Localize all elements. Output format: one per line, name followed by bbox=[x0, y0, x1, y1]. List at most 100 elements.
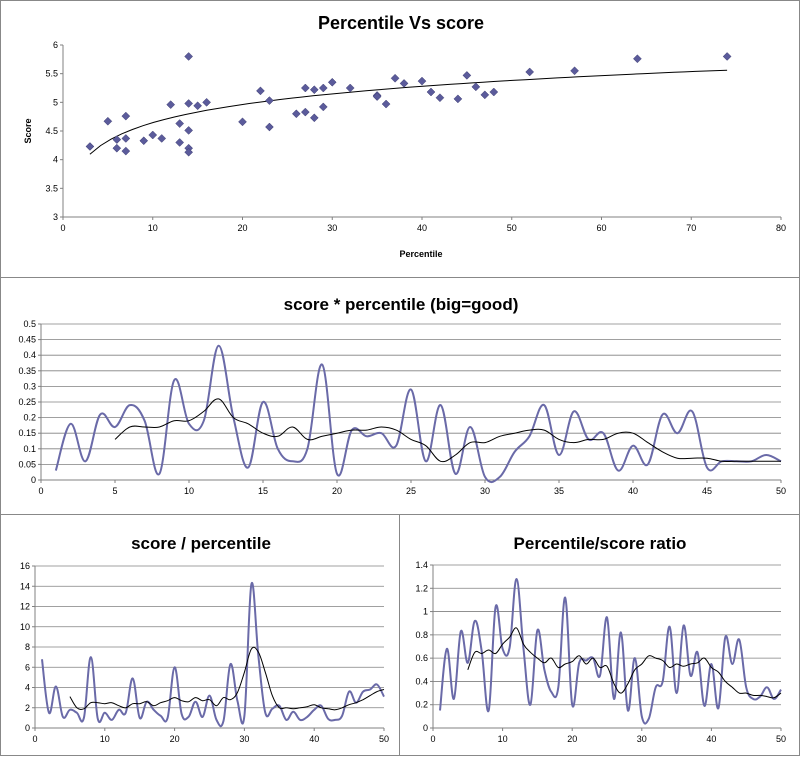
scatter-point bbox=[318, 83, 328, 93]
y-tick-label: 0.2 bbox=[23, 413, 36, 423]
x-tick-label: 25 bbox=[406, 486, 416, 496]
scatter-chart-svg: Percentile Vs score 33.544.555.560 10 20 30… bbox=[23, 13, 786, 259]
y-tick-label: 0.5 bbox=[23, 319, 36, 329]
scatter-point bbox=[399, 79, 409, 88]
scatter-point bbox=[453, 94, 463, 104]
x-tick-label: 50 bbox=[507, 223, 517, 233]
y-tick-label: 0 bbox=[31, 475, 36, 485]
y-tick-label: 4.5 bbox=[45, 126, 58, 136]
x-tick-label: 0 bbox=[32, 734, 37, 744]
scatter-point bbox=[480, 90, 490, 100]
x-tick-label: 50 bbox=[776, 734, 786, 744]
scatter-point bbox=[121, 146, 131, 156]
trendline bbox=[89, 69, 728, 155]
y-tick-label: 0.4 bbox=[23, 350, 36, 360]
scatter-point bbox=[570, 66, 579, 76]
scatter-point bbox=[193, 101, 202, 111]
y-tick-label: 0.25 bbox=[18, 397, 36, 407]
quotient-chart-svg: score / percentile 0 2 4 6 8 10 12 14 16 0 10 20 30 4… bbox=[20, 534, 389, 744]
y-tick-label: 1 bbox=[423, 607, 428, 617]
y-tick-label: 0.4 bbox=[415, 676, 428, 686]
y-tick-label: 2 bbox=[25, 703, 30, 713]
y-tick-label: 0.1 bbox=[23, 444, 36, 454]
x-tick-label: 0 bbox=[430, 734, 435, 744]
x-tick-label: 40 bbox=[706, 734, 716, 744]
moving-average-line bbox=[467, 627, 782, 699]
x-tick-label: 30 bbox=[327, 223, 337, 233]
x-tick-label: 10 bbox=[148, 223, 158, 233]
scatter-point bbox=[112, 143, 122, 153]
chart-title: score / percentile bbox=[131, 534, 271, 553]
y-tick-label: 3.5 bbox=[45, 183, 58, 193]
quotient-panel: score / percentile 0 2 4 6 8 10 12 14 16 0 10 20 30 4… bbox=[0, 514, 400, 756]
y-tick-label: 0 bbox=[423, 723, 428, 733]
x-tick-label: 5 bbox=[112, 486, 117, 496]
x-tick-label: 10 bbox=[100, 734, 110, 744]
scatter-point bbox=[372, 92, 382, 101]
moving-average-line bbox=[69, 646, 385, 711]
y-tick-label: 1.4 bbox=[415, 560, 428, 570]
y-tick-label: 0.6 bbox=[415, 653, 428, 663]
y-tick-label: 5 bbox=[53, 97, 58, 107]
scatter-point bbox=[256, 86, 265, 96]
scatter-point bbox=[489, 87, 499, 97]
x-tick-label: 10 bbox=[184, 486, 194, 496]
x-tick-label: 0 bbox=[60, 223, 65, 233]
scatter-point bbox=[112, 135, 122, 144]
scatter-point bbox=[139, 136, 149, 146]
x-tick-label: 30 bbox=[480, 486, 490, 496]
chart-title: score * percentile (big=good) bbox=[284, 295, 519, 314]
scatter-point bbox=[238, 117, 247, 127]
value-series-line bbox=[41, 581, 385, 728]
x-tick-label: 30 bbox=[637, 734, 647, 744]
x-tick-label: 30 bbox=[239, 734, 249, 744]
product-chart-svg: score * percentile (big=good) 0 0.05 0.1 0.… bbox=[18, 295, 786, 496]
scatter-point bbox=[184, 147, 194, 157]
scatter-point bbox=[462, 71, 472, 80]
chart-title: Percentile Vs score bbox=[318, 13, 484, 33]
y-tick-label: 0.05 bbox=[18, 459, 36, 469]
scatter-point bbox=[722, 52, 732, 61]
scatter-point bbox=[85, 142, 95, 151]
scatter-panel: Percentile Vs score 3 3.5 4 4.5 5 5.5 6 0 10 20 30… bbox=[0, 0, 800, 278]
x-tick-label: 20 bbox=[567, 734, 577, 744]
ratio-plot-area: 0 0.2 0.4 0.6 0.8 1 1.2 1.4 0 10 20 30 40 50 bbox=[415, 560, 786, 744]
scatter-point bbox=[202, 97, 211, 107]
scatter-point bbox=[291, 109, 301, 119]
y-tick-label: 0.35 bbox=[18, 366, 36, 376]
scatter-point bbox=[318, 102, 328, 112]
scatter-point bbox=[300, 107, 310, 117]
scatter-point bbox=[265, 96, 274, 105]
scatter-point bbox=[121, 134, 131, 143]
scatter-point bbox=[390, 73, 400, 83]
y-tick-label: 1.2 bbox=[415, 583, 428, 593]
x-tick-label: 20 bbox=[237, 223, 247, 233]
y-tick-label: 12 bbox=[20, 602, 30, 612]
scatter-point bbox=[471, 82, 481, 92]
scatter-point bbox=[175, 119, 185, 128]
value-series-line bbox=[54, 344, 782, 484]
scatter-point bbox=[309, 85, 319, 95]
x-tick-label: 20 bbox=[332, 486, 342, 496]
scatter-plot-area: 33.544.555.560 10 20 30 40 50 60 70 80 bbox=[45, 40, 786, 233]
moving-average-line bbox=[114, 398, 781, 463]
x-tick-label: 70 bbox=[686, 223, 696, 233]
scatter-point bbox=[417, 76, 427, 86]
product-panel: score * percentile (big=good) 0 0.05 0.1 0.… bbox=[0, 277, 800, 515]
y-tick-label: 0.45 bbox=[18, 335, 36, 345]
x-axis-label: Percentile bbox=[399, 249, 442, 259]
y-tick-label: 5.5 bbox=[45, 69, 58, 79]
y-tick-label: 0.3 bbox=[23, 381, 36, 391]
scatter-point bbox=[345, 83, 355, 93]
y-axis-label: Score bbox=[23, 118, 33, 143]
scatter-point bbox=[103, 116, 113, 126]
scatter-point bbox=[633, 54, 642, 64]
scatter-point bbox=[121, 111, 131, 121]
y-tick-label: 8 bbox=[25, 642, 30, 652]
y-tick-label: 6 bbox=[25, 662, 30, 672]
scatter-point bbox=[157, 134, 167, 143]
x-tick-label: 40 bbox=[417, 223, 427, 233]
y-tick-label: 6 bbox=[53, 40, 58, 50]
chart-title: Percentile/score ratio bbox=[514, 534, 687, 553]
x-tick-label: 15 bbox=[258, 486, 268, 496]
